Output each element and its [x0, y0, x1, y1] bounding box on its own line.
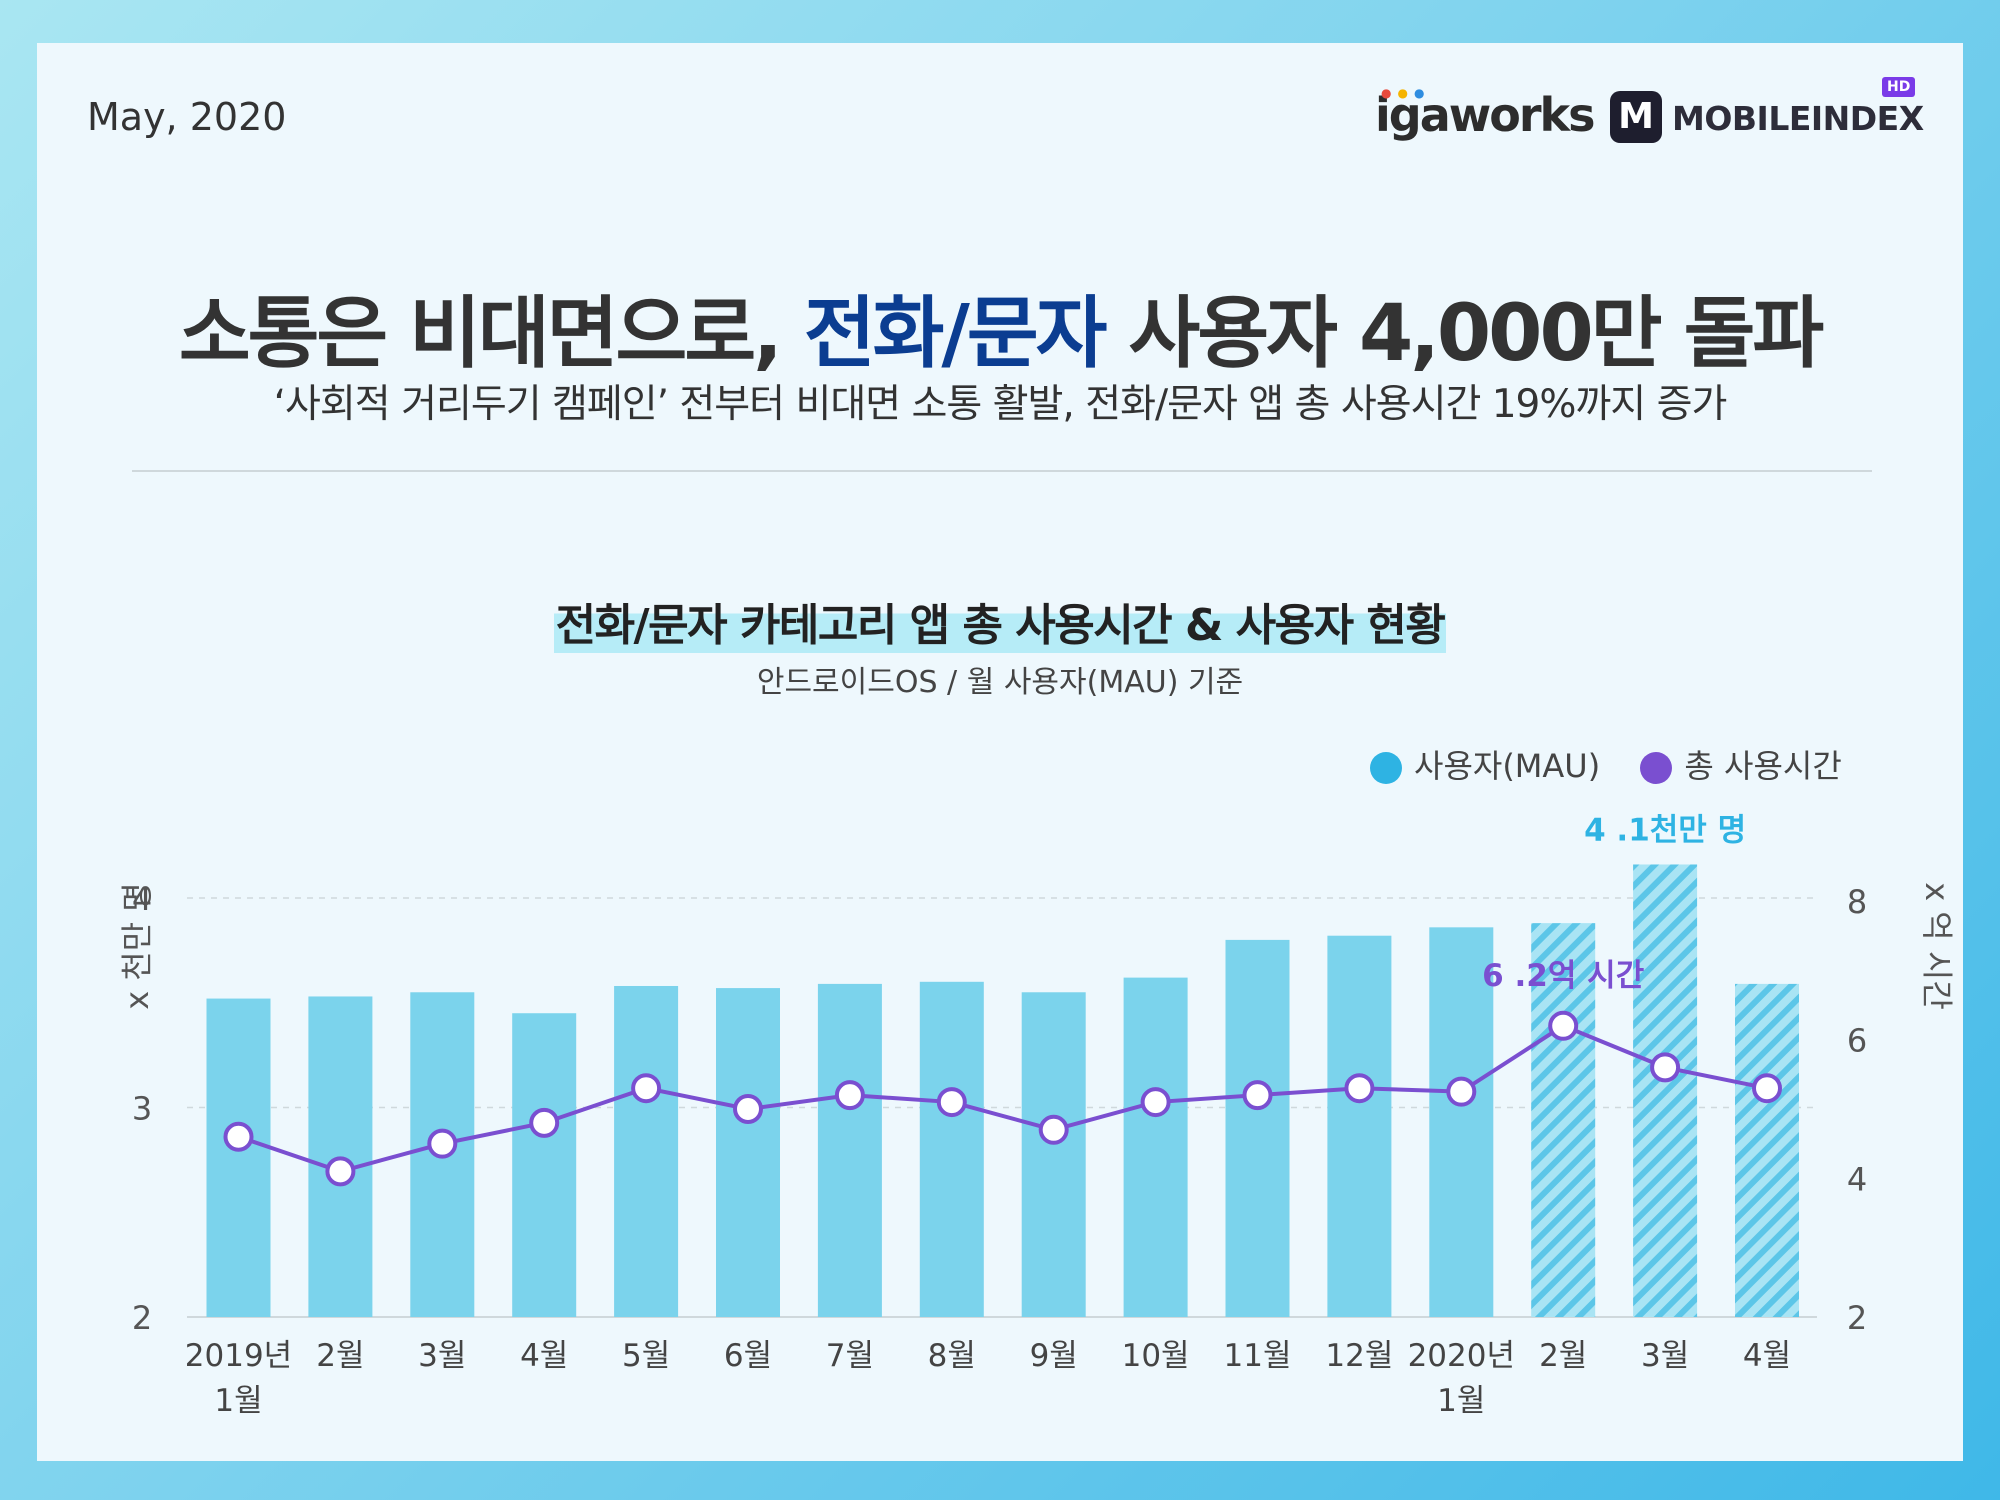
line-point: [1650, 1052, 1681, 1083]
x-tick-label: 9월: [1030, 1338, 1078, 1374]
bar: [206, 998, 271, 1317]
x-tick-label: 4월: [520, 1338, 568, 1374]
line-point: [223, 1121, 254, 1152]
x-tick-label: 1월: [1437, 1383, 1485, 1419]
y-left-tick-label: 2: [132, 1299, 152, 1337]
bar: [1633, 864, 1698, 1317]
x-tick-label: 1월: [214, 1383, 262, 1419]
bar: [1327, 935, 1392, 1317]
line-point: [325, 1156, 356, 1187]
legend-dot-mau: [1370, 752, 1402, 784]
y-right-tick-label: 8: [1847, 883, 1867, 921]
mobileindex-logo-text: MOBILEINDEX: [1672, 99, 1924, 138]
x-tick-label: 11월: [1224, 1338, 1292, 1374]
line-point: [1344, 1073, 1375, 1104]
combo-chart: 2 3 4 2 4 6 8 2019년 1월 2월 3월 4월 5월 6월 7월 8월 9월 10월 11월 12월 2…: [132, 812, 1867, 1419]
bar: [716, 988, 780, 1317]
bar: [1021, 992, 1086, 1317]
line-point: [631, 1073, 662, 1104]
bar: [817, 983, 882, 1317]
x-tick-label: 5월: [622, 1338, 670, 1374]
y-left-tick-label: 4: [132, 880, 152, 918]
line-point: [1446, 1076, 1477, 1107]
line-point: [834, 1080, 865, 1111]
x-tick-label: 10월: [1122, 1338, 1190, 1374]
line-point: [1548, 1010, 1579, 1041]
line-point: [1242, 1080, 1273, 1111]
bar: [1123, 977, 1188, 1317]
x-tick-label: 2020년: [1408, 1338, 1515, 1374]
legend-dot-time: [1640, 752, 1673, 784]
legend-label-time: 총 사용시간: [1684, 747, 1842, 785]
x-tick-label: 2019년: [185, 1338, 292, 1374]
line-point: [936, 1087, 967, 1118]
chart-legend: 사용자(MAU) 총 사용시간: [1370, 741, 1872, 787]
chart-subtitle: 안드로이드OS / 월 사용자(MAU) 기준: [756, 665, 1244, 700]
mobileindex-mark: M: [1610, 91, 1662, 143]
legend-label-mau: 사용자(MAU): [1414, 747, 1601, 785]
igaworks-logo: ●●● igaworks: [1375, 86, 1595, 142]
legend-item-mau: 사용자(MAU): [1370, 741, 1600, 787]
x-tick-label: 4월: [1743, 1338, 1791, 1374]
bar: [919, 981, 984, 1317]
headline-part2: 사용자 4,000만 돌파: [1104, 289, 1825, 379]
x-tick-label: 3월: [418, 1338, 466, 1374]
line-point: [529, 1107, 560, 1138]
line-point: [1752, 1073, 1782, 1104]
x-tick-label: 8월: [928, 1338, 976, 1374]
logo-dots: ●●●: [1381, 86, 1431, 100]
x-tick-label: 2월: [1539, 1338, 1587, 1374]
subheadline: ‘사회적 거리두기 캠페인’ 전부터 비대면 소통 활발, 전화/문자 앱 총 …: [273, 382, 1728, 427]
y-left-tick-label: 3: [132, 1090, 152, 1128]
igaworks-logo-text: igaworks: [1375, 88, 1595, 142]
y-right-tick-label: 2: [1847, 1299, 1867, 1337]
x-tick-label: 7월: [826, 1338, 874, 1374]
chart-title-wrap: 전화/문자 카테고리 앱 총 사용시간 & 사용자 현황: [37, 589, 1963, 653]
x-tick-label: 12월: [1325, 1338, 1393, 1374]
data-annotation: 6 .2억 시간: [1482, 958, 1644, 994]
bar: [512, 1013, 577, 1317]
y-right-tick-label: 6: [1847, 1022, 1867, 1060]
divider: [132, 470, 1872, 472]
chart-title: 전화/문자 카테고리 앱 총 사용시간 & 사용자 현황: [553, 589, 1447, 653]
bar: [614, 985, 679, 1317]
headline-part1: 소통은 비대면으로,: [178, 289, 804, 379]
headline-highlight: 전화/문자: [803, 289, 1108, 379]
data-annotation: 4 .1천만 명: [1584, 812, 1746, 848]
bar: [1429, 927, 1494, 1317]
series-line-total-time: [237, 1023, 1768, 1174]
line-point: [1140, 1087, 1171, 1118]
headline: 소통은 비대면으로, 전화/문자 사용자 4,000만 돌파: [37, 271, 1963, 383]
bar: [1735, 983, 1799, 1317]
infographic-card: May, 2020 ●●● igaworks M MOBILEINDEX HD …: [37, 43, 1963, 1461]
legend-item-time: 총 사용시간: [1640, 741, 1842, 787]
line-point: [427, 1128, 458, 1159]
x-tick-label: 3월: [1641, 1338, 1689, 1374]
bar: [1531, 923, 1596, 1317]
x-tick-label: 6월: [724, 1338, 772, 1374]
hd-badge: HD: [1882, 77, 1916, 97]
y-right-tick-label: 4: [1847, 1160, 1867, 1198]
report-date: May, 2020: [87, 95, 287, 139]
line-point: [733, 1094, 763, 1124]
line-point: [1038, 1114, 1069, 1145]
bar: [1225, 939, 1290, 1317]
x-tick-label: 2월: [316, 1338, 364, 1374]
